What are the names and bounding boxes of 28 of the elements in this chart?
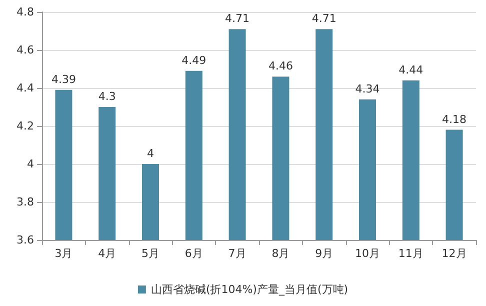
data-label: 4.71 — [225, 12, 250, 26]
x-tick-label: 11月 — [398, 247, 424, 260]
data-label: 4.18 — [442, 112, 467, 126]
data-label: 4.34 — [355, 82, 380, 96]
y-tick-label: 4.2 — [16, 120, 34, 132]
x-tick-label: 7月 — [228, 247, 246, 260]
x-tick-label: 3月 — [54, 247, 73, 260]
y-tick-label: 4 — [27, 158, 34, 170]
y-tick-label: 3.6 — [16, 234, 34, 246]
legend-label: 山西省烧碱(折104%)产量_当月值(万吨) — [150, 283, 348, 296]
data-label: 4.44 — [398, 63, 424, 76]
x-tick-label: 4月 — [98, 247, 116, 260]
x-tick-label: 8月 — [272, 247, 290, 260]
data-label: 4 — [147, 147, 154, 160]
x-tick-label: 6月 — [184, 247, 203, 260]
data-label: 4.39 — [51, 72, 76, 86]
y-tick-label: 4.8 — [16, 6, 34, 18]
y-tick-label: 3.8 — [16, 196, 34, 208]
y-tick-label: 4.6 — [16, 44, 34, 56]
data-label: 4.3 — [98, 90, 116, 103]
y-tick-label: 4.4 — [16, 82, 34, 94]
x-tick-label: 10月 — [355, 247, 380, 260]
x-tick-label: 5月 — [142, 247, 160, 260]
x-tick-label: 9月 — [315, 247, 334, 260]
data-label: 4.49 — [182, 54, 206, 67]
data-label: 4.71 — [312, 12, 336, 26]
data-label: 4.46 — [268, 60, 293, 73]
x-tick-label: 12月 — [442, 247, 467, 260]
